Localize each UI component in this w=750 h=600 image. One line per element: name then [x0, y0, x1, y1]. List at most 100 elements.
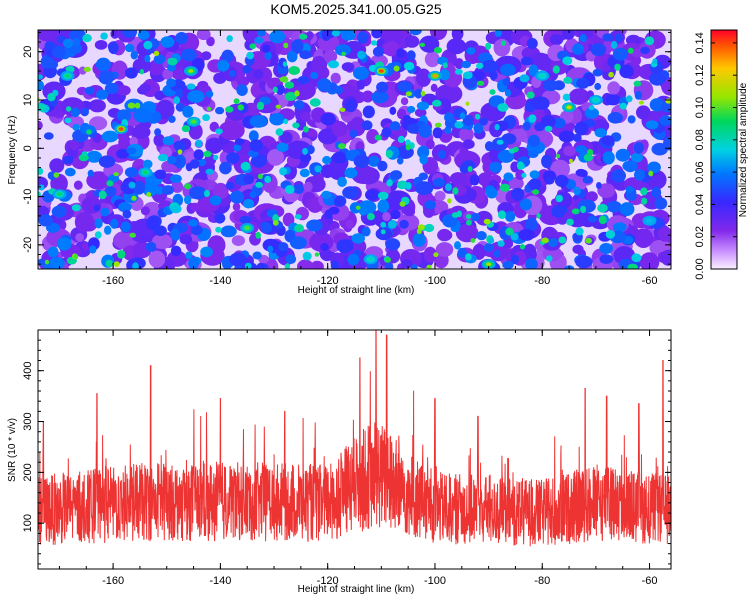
heatmap-cell [645, 120, 659, 130]
heatmap-cell [651, 186, 662, 199]
heatmap-cell [181, 125, 191, 133]
heatmap-cell [615, 148, 631, 162]
heatmap-cell [597, 203, 608, 213]
heatmap-cell [382, 211, 391, 222]
heatmap-cell [602, 151, 615, 165]
heatmap-cell [302, 251, 312, 261]
heatmap-cell [419, 154, 429, 165]
heatmap-cell [255, 181, 263, 188]
heatmap-cell [466, 188, 477, 201]
colorbar-tick-label: 0.06 [694, 161, 706, 182]
heatmap-cell [585, 191, 598, 202]
heatmap-cell [396, 156, 404, 165]
heatmap-cell [257, 173, 263, 180]
heatmap-cell [261, 44, 271, 53]
heatmap-cell [44, 41, 57, 50]
heatmap-cell [548, 238, 559, 248]
heatmap-cell [423, 246, 437, 263]
heatmap-cell [640, 46, 650, 55]
heatmap-cell [143, 40, 153, 50]
heatmap-cell [497, 149, 515, 163]
heatmap-cell [215, 226, 222, 233]
heatmap-cell [330, 260, 340, 269]
snr-panel: -160 -140 -120 -100 -80 -60 100 200 300 400 Heigh… [7, 329, 672, 595]
heatmap-cell [110, 218, 119, 229]
heatmap-cell [489, 89, 496, 95]
heatmap-cell [73, 253, 79, 260]
heatmap-cell [383, 41, 400, 57]
heatmap-cell [385, 238, 401, 251]
heatmap-cell [590, 43, 607, 57]
heatmap-cell [261, 222, 272, 234]
heatmap-cell [455, 223, 479, 243]
heatmap-cell [371, 90, 389, 104]
heatmap-cell [255, 231, 261, 239]
heatmap-cell [638, 100, 644, 105]
heatmap-cell [134, 102, 141, 109]
colorbar-tick-label: 0.04 [694, 194, 706, 215]
heatmap-cell [367, 155, 381, 167]
heatmap-cell [49, 158, 65, 174]
heatmap-cell [47, 92, 56, 102]
heatmap-cell [330, 72, 341, 84]
heatmap-cell [186, 83, 196, 90]
heatmap-cell [387, 220, 397, 229]
heatmap-cell [419, 35, 440, 53]
heatmap-cell [399, 201, 406, 207]
heatmap-cell [660, 249, 671, 266]
heatmap-cell [173, 140, 186, 151]
heatmap-cell [104, 82, 119, 95]
heatmap-cell [377, 199, 390, 213]
heatmap-cell [479, 117, 488, 126]
heatmap-cell [406, 123, 420, 134]
heatmap-cell [187, 90, 205, 103]
heatmap-cell [226, 35, 233, 43]
heatmap-cell [94, 40, 108, 50]
heatmap-cell [67, 115, 84, 129]
heatmap-cell [201, 51, 212, 61]
heatmap-cell [630, 55, 642, 66]
heatmap-cell [497, 240, 505, 247]
heatmap-cell [584, 107, 599, 119]
heatmap-cell [231, 235, 245, 247]
heatmap-cell [557, 216, 568, 225]
heatmap-cell [200, 246, 214, 258]
heatmap-cell [279, 131, 293, 144]
heatmap-cell [283, 118, 289, 125]
heatmap-cell [162, 69, 174, 80]
heatmap-cell [434, 190, 446, 202]
heatmap-cell [444, 112, 454, 123]
heatmap-cell [215, 128, 223, 135]
heatmap-cell [399, 219, 409, 229]
heatmap-cell [206, 36, 215, 47]
heatmap-cell [528, 178, 542, 191]
heatmap-cell [544, 176, 555, 185]
heatmap-cell [540, 115, 556, 129]
heatmap-cell [465, 101, 470, 106]
heatmap-cell [249, 115, 268, 128]
heatmap-cell [98, 190, 107, 200]
heatmap-cell [536, 213, 541, 219]
heatmap-cell [249, 191, 257, 199]
heatmap-cell [462, 71, 473, 80]
y-tick-label: 200 [22, 463, 34, 481]
heatmap-cell [184, 183, 192, 190]
heatmap-cell [510, 233, 519, 241]
heatmap-cell [239, 215, 252, 224]
hotspot-core [368, 257, 374, 262]
heatmap-cell [272, 214, 280, 223]
heatmap-cell [601, 135, 615, 146]
hotspot-core [244, 226, 250, 230]
heatmap-cell [162, 185, 175, 195]
heatmap-cell [488, 237, 495, 244]
heatmap-cell [454, 121, 464, 129]
heatmap-cell [569, 158, 573, 164]
heatmap-cell [380, 229, 386, 235]
heatmap-cell [641, 197, 648, 205]
heatmap-cell [498, 210, 506, 220]
heatmap-cell [605, 230, 616, 239]
heatmap-cell [322, 156, 332, 165]
heatmap-cell [476, 231, 487, 241]
heatmap-cell [171, 180, 184, 193]
